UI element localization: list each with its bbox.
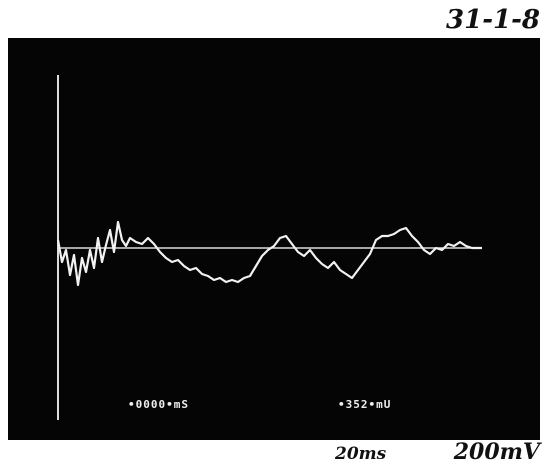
voltage-readout: •352•mU <box>338 398 391 411</box>
photo-label: 31-1-8 <box>446 5 540 35</box>
voltage-scale: 200mV <box>453 439 542 465</box>
page: {"header": {"label": "31-1-8"}, "screen"… <box>0 0 550 467</box>
oscilloscope-photo: 31-1-8 •0000•mS •352•mU 20ms 200mV <box>0 0 550 467</box>
scope-screen <box>8 38 540 440</box>
time-scale: 20ms <box>334 444 387 464</box>
time-readout: •0000•mS <box>128 398 189 411</box>
